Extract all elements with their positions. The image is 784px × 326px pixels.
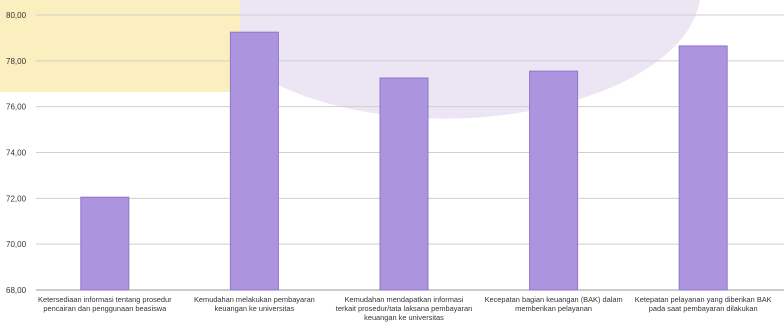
bars — [80, 31, 728, 291]
chart-background — [0, 0, 700, 119]
x-tick-label-line: keuangan ke universitas — [215, 304, 295, 313]
bar — [379, 77, 429, 291]
y-tick-label: 72,00 — [6, 194, 27, 203]
x-tick-label: Kemudahan mendapatkan informasi terkait p… — [336, 295, 472, 322]
y-tick-label: 74,00 — [6, 149, 27, 158]
x-tick-label-line: keuangan ke universitas — [364, 313, 444, 322]
x-tick-label: Kecepatan bagian keuangan (BAK) dalam mem… — [485, 295, 623, 313]
bar — [678, 45, 728, 291]
x-tick-label-line: memberikan pelayanan — [515, 304, 592, 313]
y-tick-label: 76,00 — [6, 103, 27, 112]
x-tick-label: Kemudahan melakukan pembayaran keuangan k… — [194, 295, 315, 313]
x-tick-label: Ketersediaan informasi tentang prosedur p… — [38, 295, 172, 313]
bar — [229, 31, 279, 291]
x-tick-label-line: pada saat pembayaran dilakukan — [649, 304, 758, 313]
y-tick-label: 80,00 — [6, 11, 27, 20]
x-axis-labels: Ketersediaan informasi tentang prosedur p… — [38, 295, 772, 322]
bar — [80, 196, 130, 291]
bar — [529, 70, 579, 291]
y-tick-label: 78,00 — [6, 57, 27, 66]
x-tick-label-line: Ketepatan pelayanan yang diberikan BAK — [635, 295, 772, 304]
y-tick-label: 68,00 — [6, 286, 27, 295]
y-axis-ticks: 68,00 70,00 72,00 74,00 76,00 78,00 80,00 — [6, 11, 27, 295]
x-tick-label-line: Kecepatan bagian keuangan (BAK) dalam — [485, 295, 623, 304]
x-tick-label-line: terkait prosedur/tata laksana pembayaran — [336, 304, 472, 313]
x-tick-label-line: Ketersediaan informasi tentang prosedur — [38, 295, 172, 304]
background-purple-shape — [240, 0, 700, 119]
background-yellow-block — [0, 0, 240, 92]
y-tick-label: 70,00 — [6, 240, 27, 249]
x-tick-label-line: Kemudahan melakukan pembayaran — [194, 295, 315, 304]
x-tick-label: Ketepatan pelayanan yang diberikan BAK pa… — [635, 295, 772, 313]
x-tick-label-line: Kemudahan mendapatkan informasi — [345, 295, 464, 304]
x-tick-label-line: pencairan dan penggunaan beasiswa — [43, 304, 167, 313]
